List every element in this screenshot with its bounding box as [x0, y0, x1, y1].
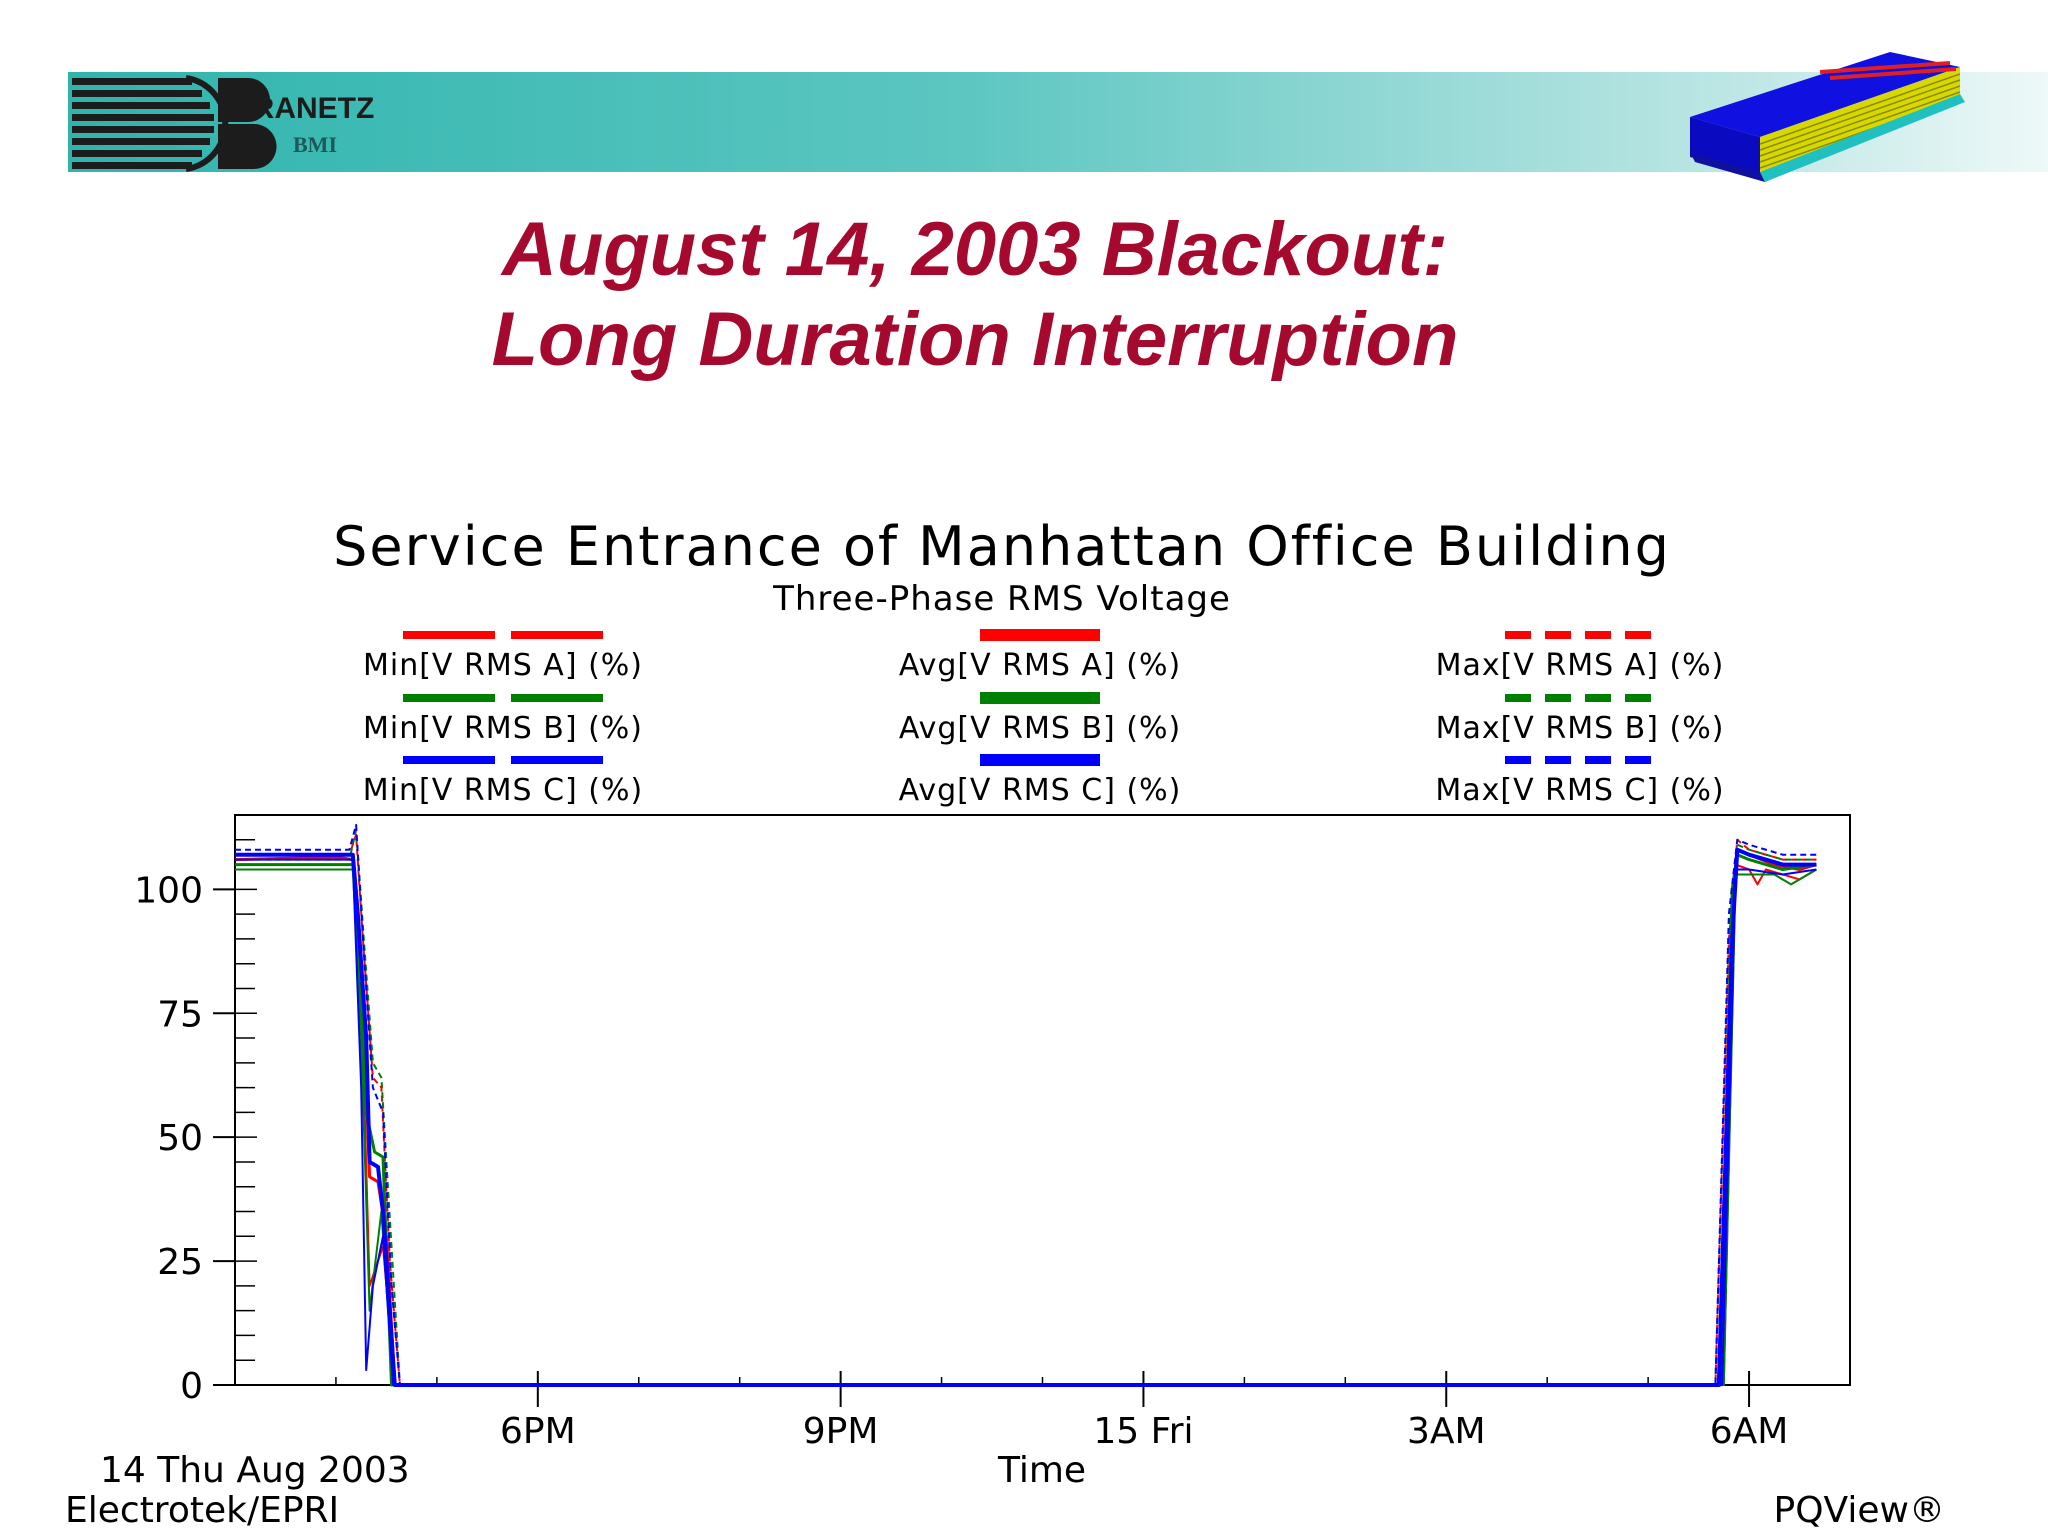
legend-swatch [403, 756, 495, 764]
legend-swatch [980, 629, 1100, 641]
legend-swatch [1625, 756, 1651, 764]
chart-title: Service Entrance of Manhattan Office Bui… [333, 515, 1671, 578]
legend-swatch [511, 694, 603, 702]
chart-subtitle: Three-Phase RMS Voltage [772, 579, 1231, 619]
legend-swatch [980, 692, 1100, 704]
chart-axes: 0 25 50 75 100 6PM 9PM 15 Fri 3AM 6AM [134, 814, 1789, 1452]
series-line [235, 858, 1817, 1386]
legend-swatch [1545, 694, 1571, 702]
legend-label: Max[V RMS A] (%) [1436, 648, 1725, 683]
legend-swatch [1505, 631, 1531, 639]
y-tick-label: 50 [157, 1118, 203, 1159]
legend-label: Avg[V RMS B] (%) [899, 711, 1181, 746]
legend-swatch [1505, 756, 1531, 764]
legend-item: Max[V RMS C] (%) [1435, 756, 1724, 808]
legend-label: Min[V RMS B] (%) [363, 711, 643, 746]
y-tick-label: 100 [134, 870, 203, 911]
legend-label: Avg[V RMS C] (%) [899, 773, 1182, 808]
legend-swatch [1585, 694, 1611, 702]
legend-item: Min[V RMS B] (%) [363, 694, 643, 746]
y-tick-label: 0 [180, 1366, 203, 1407]
legend-item: Min[V RMS A] (%) [363, 631, 643, 683]
brand-name: DRANETZ [231, 92, 374, 125]
legend-item: Avg[V RMS A] (%) [899, 629, 1181, 683]
legend-swatch [1505, 694, 1531, 702]
dranetz-bmi-logo: DRANETZ BMI [72, 75, 374, 172]
brand-sub: BMI [293, 132, 337, 157]
legend-label: Max[V RMS C] (%) [1435, 773, 1724, 808]
legend-swatch [1585, 756, 1611, 764]
x-tick-label: 3AM [1407, 1411, 1486, 1452]
legend-swatch [1585, 631, 1611, 639]
legend-item: Max[V RMS A] (%) [1436, 631, 1725, 683]
legend-swatch [1625, 694, 1651, 702]
plot-frame [234, 814, 1851, 1386]
legend-swatch [1625, 631, 1651, 639]
legend-swatch [980, 754, 1100, 766]
legend-label: Min[V RMS C] (%) [363, 773, 643, 808]
legend-swatch [403, 631, 495, 639]
legend-item: Avg[V RMS C] (%) [899, 754, 1182, 808]
legend-item: Max[V RMS B] (%) [1436, 694, 1725, 746]
legend-swatch [511, 631, 603, 639]
series-line [235, 847, 1817, 1387]
chart-legend: Min[V RMS A] (%) Avg[V RMS A] (%) Max[V RM… [363, 629, 1725, 808]
legend-swatch [1545, 756, 1571, 764]
x-tick-label: 6AM [1710, 1411, 1789, 1452]
legend-label: Min[V RMS A] (%) [363, 648, 643, 683]
x-axis-label: Time [997, 1450, 1086, 1491]
legend-label: Max[V RMS B] (%) [1436, 711, 1725, 746]
legend-swatch [511, 756, 603, 764]
source-right: PQView® [1774, 1490, 1945, 1531]
legend-label: Avg[V RMS A] (%) [899, 648, 1181, 683]
source-left: Electrotek/EPRI [65, 1490, 339, 1531]
legend-swatch [1545, 631, 1571, 639]
legend-swatch [403, 694, 495, 702]
x-tick-label: 15 Fri [1093, 1411, 1193, 1452]
series-line [235, 823, 1817, 1386]
date-label: 14 Thu Aug 2003 [100, 1450, 410, 1491]
slide-title-line1: August 14, 2003 Blackout: [501, 207, 1449, 292]
y-tick-label: 75 [157, 994, 203, 1035]
chart-series [234, 823, 1817, 1387]
slide-title-line2: Long Duration Interruption [491, 297, 1459, 382]
book-icon [1690, 52, 1965, 182]
x-tick-label: 9PM [803, 1411, 879, 1452]
x-tick-label: 6PM [500, 1411, 576, 1452]
y-tick-label: 25 [157, 1242, 203, 1283]
legend-item: Min[V RMS C] (%) [363, 756, 643, 808]
legend-item: Avg[V RMS B] (%) [899, 692, 1181, 746]
